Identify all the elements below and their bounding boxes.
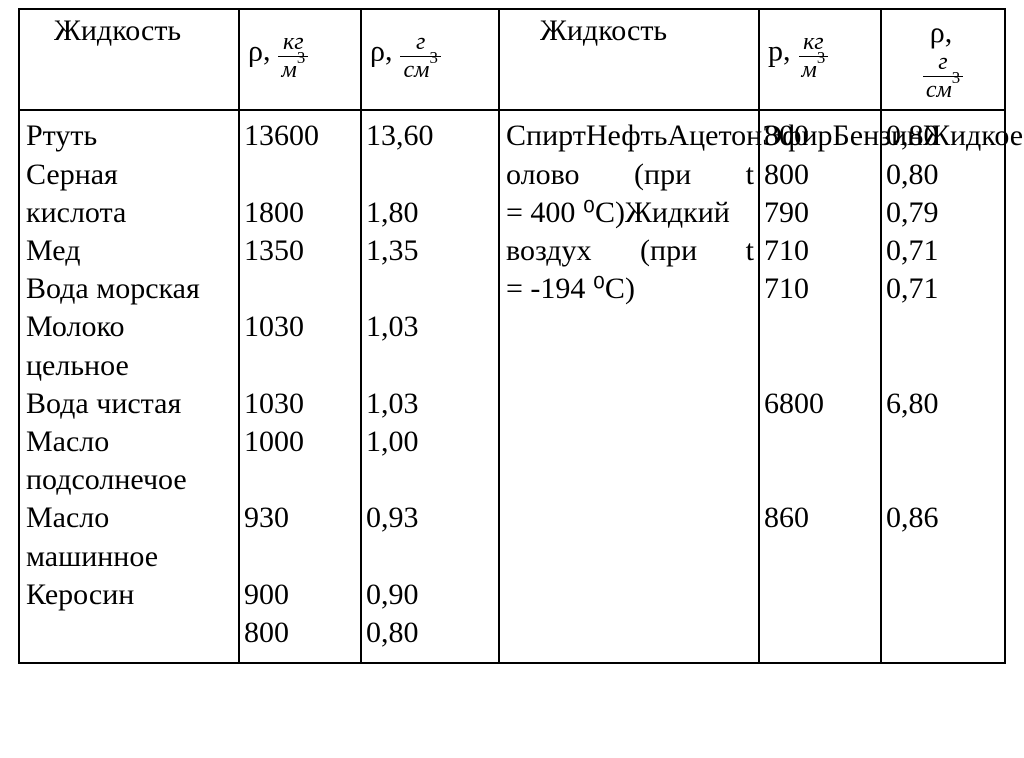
cell-g-cm3-left: 13,60 1,80 1,35 1,03 1,03 1,00 0,93 0,90…: [361, 110, 499, 663]
unit-label: р, кг м3: [768, 30, 828, 83]
col-header-g-cm3-left: ρ, г см3: [361, 9, 499, 110]
fraction: кг м3: [799, 30, 829, 83]
density-table: Жидкость ρ, кг м3: [18, 8, 1006, 664]
unit-label: ρ, г см3: [370, 30, 441, 83]
header-text: Жидкость: [20, 10, 238, 48]
cell-kg-m3-left: 13600 1800 1350 1030 1030 1000 930 900 8…: [239, 110, 361, 663]
table-body-row: РтутьСернаякислотаМедВода морскаяМолокоц…: [19, 110, 1005, 663]
cell-liquid-names-right: СпиртНефтьАцетонЭфирБензинЖидкоеолово (п…: [499, 110, 759, 663]
unit-label: ρ, кг м3: [248, 30, 308, 83]
fraction: г см3: [923, 50, 963, 103]
col-header-kg-m3-left: ρ, кг м3: [239, 9, 361, 110]
col-header-liquid-left: Жидкость: [19, 9, 239, 110]
header-text: Жидкость: [500, 10, 758, 48]
cell-kg-m3-right: 800 800 790 710 710 6800 860: [759, 110, 881, 663]
fraction: г см3: [400, 30, 440, 83]
col-header-g-cm3-right: ρ, г см3: [881, 9, 1005, 110]
table-header-row: Жидкость ρ, кг м3: [19, 9, 1005, 110]
fraction: кг м3: [278, 30, 308, 83]
col-header-kg-m3-right: р, кг м3: [759, 9, 881, 110]
col-header-liquid-right: Жидкость: [499, 9, 759, 110]
cell-g-cm3-right: 0,80 0,80 0,79 0,71 0,71 6,80 0,86: [881, 110, 1005, 663]
cell-liquid-names-left: РтутьСернаякислотаМедВода морскаяМолокоц…: [19, 110, 239, 663]
unit-label: ρ, г см3: [923, 16, 963, 103]
page-root: Жидкость ρ, кг м3: [0, 0, 1024, 682]
